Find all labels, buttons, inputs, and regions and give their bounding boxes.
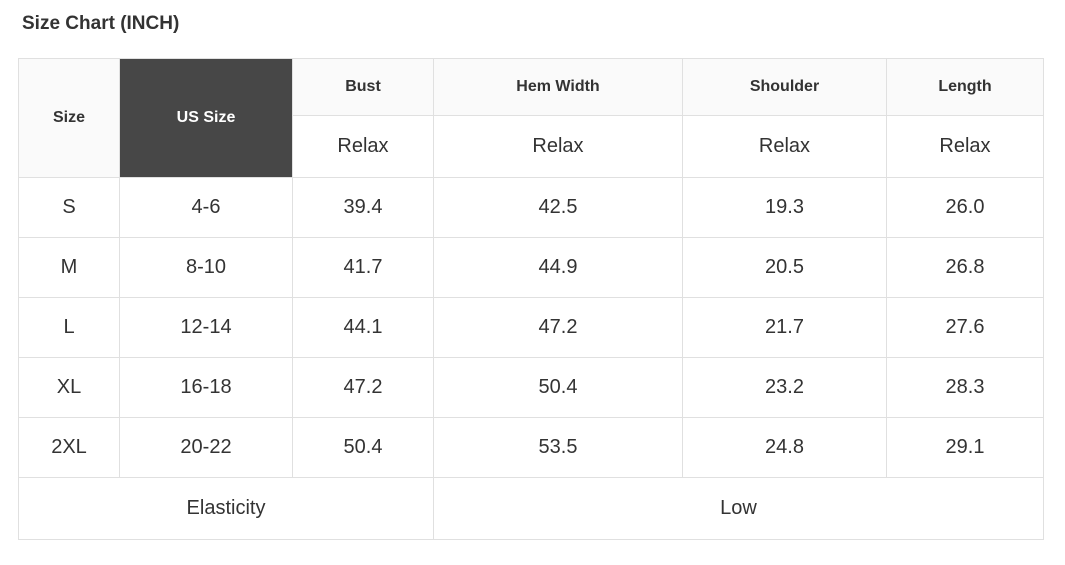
table-row-l: L 12-14 44.1 47.2 21.7 27.6 [18, 297, 1044, 358]
table-row-m: M 8-10 41.7 44.9 20.5 26.8 [18, 237, 1044, 298]
length-cell: 27.6 [886, 297, 1044, 358]
bust-cell: 44.1 [292, 297, 434, 358]
us-size-cell: 8-10 [119, 237, 293, 298]
fit-label-hem-width: Relax [433, 115, 683, 178]
size-cell: 2XL [18, 417, 120, 478]
fit-label-length: Relax [886, 115, 1044, 178]
column-header-shoulder: Shoulder [682, 58, 887, 116]
hem-width-cell: 42.5 [433, 177, 683, 238]
fit-label-shoulder: Relax [682, 115, 887, 178]
fit-label-bust: Relax [292, 115, 434, 178]
elasticity-value: Low [433, 477, 1044, 540]
bust-cell: 50.4 [292, 417, 434, 478]
shoulder-cell: 21.7 [682, 297, 887, 358]
table-row-xl: XL 16-18 47.2 50.4 23.2 28.3 [18, 357, 1044, 418]
shoulder-cell: 24.8 [682, 417, 887, 478]
column-header-us-size: US Size [119, 58, 293, 178]
us-size-cell: 4-6 [119, 177, 293, 238]
header-row-measures: Size US Size Bust Hem Width Shoulder Len… [18, 58, 1044, 178]
column-header-length: Length [886, 58, 1044, 116]
hem-width-cell: 53.5 [433, 417, 683, 478]
table-row-2xl: 2XL 20-22 50.4 53.5 24.8 29.1 [18, 417, 1044, 478]
shoulder-cell: 23.2 [682, 357, 887, 418]
hem-width-cell: 50.4 [433, 357, 683, 418]
length-cell: 29.1 [886, 417, 1044, 478]
length-cell: 26.8 [886, 237, 1044, 298]
us-size-cell: 16-18 [119, 357, 293, 418]
shoulder-cell: 20.5 [682, 237, 887, 298]
size-cell: M [18, 237, 120, 298]
us-size-cell: 12-14 [119, 297, 293, 358]
hem-width-cell: 44.9 [433, 237, 683, 298]
shoulder-cell: 19.3 [682, 177, 887, 238]
elasticity-label: Elasticity [18, 477, 434, 540]
length-cell: 28.3 [886, 357, 1044, 418]
table-row-s: S 4-6 39.4 42.5 19.3 26.0 [18, 177, 1044, 238]
size-cell: L [18, 297, 120, 358]
column-header-size: Size [18, 58, 120, 178]
size-cell: XL [18, 357, 120, 418]
column-header-hem-width: Hem Width [433, 58, 683, 116]
hem-width-cell: 47.2 [433, 297, 683, 358]
page-title: Size Chart (INCH) [22, 13, 180, 34]
bust-cell: 41.7 [292, 237, 434, 298]
size-chart-table: Size US Size Bust Hem Width Shoulder Len… [18, 58, 1044, 540]
bust-cell: 39.4 [292, 177, 434, 238]
size-cell: S [18, 177, 120, 238]
us-size-cell: 20-22 [119, 417, 293, 478]
header-row-fit: Relax Relax Relax Relax [19, 115, 1044, 178]
elasticity-row: Elasticity Low [18, 477, 1044, 540]
bust-cell: 47.2 [292, 357, 434, 418]
column-header-bust: Bust [292, 58, 434, 116]
length-cell: 26.0 [886, 177, 1044, 238]
